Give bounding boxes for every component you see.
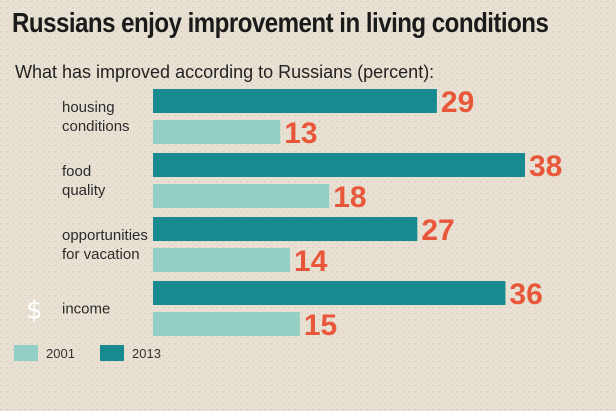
value-label-2013-2: 27 bbox=[421, 214, 454, 247]
category-label-0-0: housing bbox=[62, 99, 115, 116]
dollar-icon: $ bbox=[26, 296, 43, 326]
value-label-2001-0: 13 bbox=[284, 117, 317, 150]
category-label-1-0: food bbox=[62, 163, 91, 180]
legend-swatch-2013 bbox=[100, 345, 124, 361]
value-label-2013-0: 29 bbox=[441, 86, 474, 119]
bar-2013-1 bbox=[153, 153, 525, 177]
value-label-2001-1: 18 bbox=[333, 181, 366, 214]
bar-2001-2 bbox=[153, 248, 291, 272]
bar-2013-0 bbox=[153, 89, 437, 113]
bar-2001-1 bbox=[153, 184, 330, 208]
bar-2013-2 bbox=[153, 217, 418, 241]
bar-2001-3 bbox=[153, 312, 300, 336]
legend-swatch-2001 bbox=[14, 345, 38, 361]
legend-label-2001: 2001 bbox=[46, 345, 75, 361]
bar-2013-3 bbox=[153, 281, 506, 305]
legend-item-2013: 2013 bbox=[100, 345, 161, 361]
category-label-2-1: for vacation bbox=[62, 246, 140, 263]
value-label-2013-1: 38 bbox=[529, 150, 562, 183]
category-label-0-1: conditions bbox=[62, 118, 130, 135]
legend-label-2013: 2013 bbox=[132, 345, 161, 361]
legend-item-2001: 2001 bbox=[14, 345, 75, 361]
bar-2001-0 bbox=[153, 120, 281, 144]
chart-title: Russians enjoy improvement in living con… bbox=[12, 7, 549, 38]
value-label-2001-3: 15 bbox=[304, 309, 337, 342]
chart-subtitle: What has improved according to Russians … bbox=[15, 62, 435, 82]
category-label-3-0: income bbox=[62, 301, 110, 318]
value-label-2001-2: 14 bbox=[294, 245, 328, 278]
category-label-2-0: opportunities bbox=[62, 227, 148, 244]
category-label-1-1: quality bbox=[62, 182, 106, 199]
value-label-2013-3: 36 bbox=[509, 278, 542, 311]
